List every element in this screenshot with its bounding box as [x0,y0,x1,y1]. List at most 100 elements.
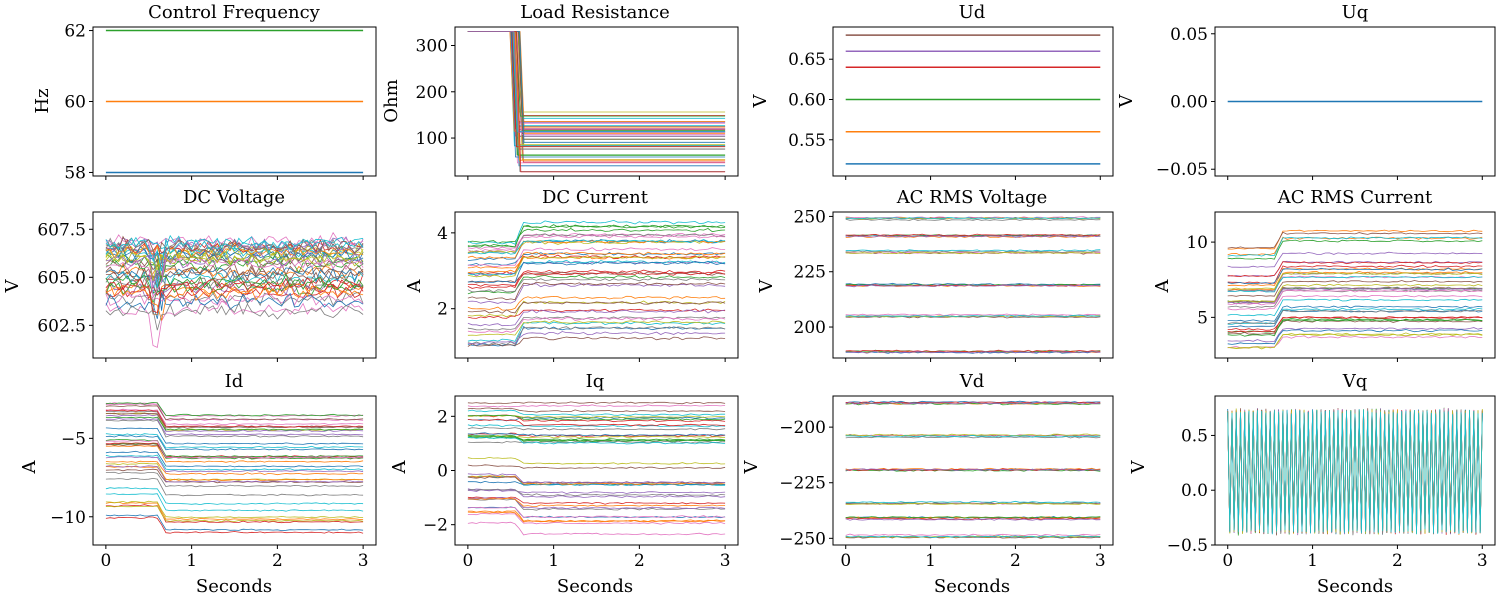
series-line [467,506,726,519]
series-line [1227,294,1483,311]
series-line [467,31,726,161]
series-line [467,31,726,137]
y-axis-label: V [1128,460,1149,475]
series-line [467,336,726,347]
series-line [105,487,364,506]
series-line [845,314,1101,318]
subplot-ud: Ud V 0.55 0.60 0.65 [750,2,1114,180]
axes-frame [1214,211,1496,359]
series-line [105,273,364,299]
subplot-title: Control Frequency [148,2,321,23]
series-line [467,31,726,130]
series-line [845,402,1101,406]
series-line [1227,307,1483,325]
series-line [845,250,1101,253]
x-tick-label: 2 [272,551,283,571]
series-line [1227,298,1483,317]
series-line [1227,236,1483,256]
y-axis-label: A [19,460,40,475]
subplot-title: Ud [959,2,986,23]
series-line [845,282,1101,286]
plot-area [1227,407,1483,536]
series-line [467,260,726,277]
series-line [467,488,726,498]
subplot-iq: Iq A Seconds −2 0 2 0 1 2 3 [389,371,739,597]
series-line [467,31,726,164]
series-line [845,434,1101,438]
series-line [845,216,1101,219]
series-line [1227,236,1483,257]
series-line [845,516,1101,519]
series-line [467,435,726,441]
y-tick-label: 605.0 [37,268,86,288]
series-line [1227,239,1483,260]
plot-area [845,400,1101,539]
series-line [467,261,726,283]
series-line [467,31,726,127]
y-axis-label: V [756,279,777,294]
subplot-uq: Uq V −0.05 0.00 0.05 [1116,2,1496,180]
y-axis-label: Ohm [381,79,402,122]
series-line [1227,289,1483,309]
x-tick-label: 1 [186,551,197,571]
subplot-title: DC Voltage [183,187,285,208]
series-line [105,477,364,497]
plot-area [467,31,726,173]
series-line [1227,309,1483,328]
series-line [845,535,1101,538]
series-line [1227,316,1483,331]
series-line [105,300,364,348]
plot-area [105,29,364,174]
series-line [467,31,726,137]
x-tick-label: 1 [925,551,936,571]
series-line [105,516,364,534]
series-line [1227,283,1483,303]
series-line [467,498,726,511]
x-tick-label: 1 [548,551,559,571]
series-line [105,277,364,314]
series-line [467,31,726,129]
y-tick-label: 2 [437,407,448,427]
plot-area [105,231,364,348]
y-tick-label: 200 [794,318,826,338]
series-line [467,31,726,123]
series-line [467,456,726,465]
axes-frame [454,211,739,359]
y-axis-label: V [741,460,762,475]
series-line [1227,289,1483,306]
series-line [845,235,1101,238]
series-line [845,233,1101,237]
subplot-vq: Vq V Seconds −0.5 0.0 0.5 0 1 2 3 [1128,371,1496,597]
series-line [845,350,1101,354]
series-line [105,283,364,321]
series-line [845,433,1101,437]
subplot-title: AC RMS Voltage [896,187,1048,208]
series-line [105,301,364,331]
series-line [467,31,726,116]
series-line [105,251,364,289]
series-line [467,224,726,248]
series-line [845,469,1101,472]
series-line [467,320,726,336]
series-line [105,270,364,295]
x-axis-label: Seconds [196,576,272,597]
series-line [467,521,726,536]
series-line [467,219,726,245]
series-line [467,259,726,276]
series-line [1227,267,1483,287]
series-line [105,504,364,524]
series-line [467,281,726,301]
series-line [105,231,364,260]
series-line [1227,251,1483,268]
axes-frame [92,395,377,546]
subplot-control-frequency: Control Frequency Hz 58 60 62 [32,2,377,183]
series-line [1227,409,1483,535]
subplot-title: Vd [959,371,985,392]
y-tick-label: 100 [416,129,448,149]
subplot-title: Uq [1342,2,1369,23]
subplot-ac-rms-current: AC RMS Current A 5 10 [1152,187,1496,362]
series-line [845,401,1101,405]
series-line [467,401,726,405]
series-line [105,273,364,294]
